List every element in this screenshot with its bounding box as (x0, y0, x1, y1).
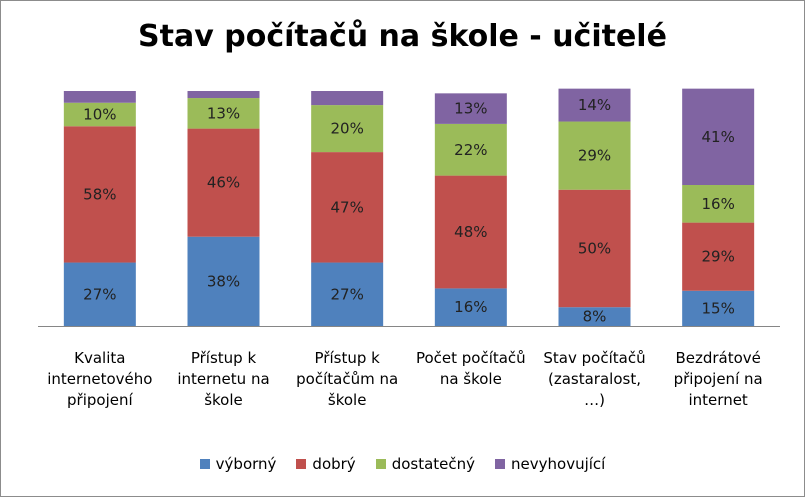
category-label-2: Přístup k internetu na škole (177, 349, 269, 409)
category-label-3: Přístup k počítačům na škole (296, 349, 398, 409)
legend-item-dostatečný: dostatečný (375, 455, 476, 473)
category-label-6: Bezdrátové připojení na internet (674, 349, 763, 409)
legend-swatch (199, 459, 210, 469)
bar-segment-dostatečný-5 (558, 121, 631, 190)
bar-segment-dobrý-1 (63, 126, 136, 263)
bar-segment-dostatečný-2 (187, 98, 260, 129)
data-label-dostatečný-5: 29% (578, 147, 611, 165)
bar-segment-dobrý-5 (558, 189, 631, 308)
legend-label: výborný (215, 455, 277, 473)
legend-label: dostatečný (391, 455, 476, 473)
bar-segment-nevyhovující-2 (187, 91, 260, 99)
legend-label: nevyhovující (511, 455, 606, 473)
chart-title: Stav počítačů na škole - učitelé (138, 19, 667, 54)
bar-segment-dostatečný-1 (63, 102, 136, 127)
bar-segment-dostatečný-4 (434, 123, 507, 176)
bar-segment-výborný-2 (187, 236, 260, 326)
bar-segment-výborný-1 (63, 262, 136, 326)
data-label-výborný-2: 38% (207, 272, 240, 290)
bar-segment-dobrý-6 (682, 222, 755, 291)
data-label-dostatečný-1: 10% (83, 106, 116, 124)
data-label-dostatečný-4: 22% (454, 141, 487, 159)
data-label-dobrý-1: 58% (83, 185, 116, 203)
bar-segment-dostatečný-3 (311, 105, 384, 153)
data-label-dobrý-4: 48% (454, 223, 487, 241)
data-label-nevyhovující-5: 14% (578, 96, 611, 114)
data-label-dostatečný-3: 20% (330, 120, 363, 138)
bar-segment-nevyhovující-1 (63, 91, 136, 103)
bar-segment-dostatečný-6 (682, 185, 755, 223)
data-label-výborný-5: 8% (583, 308, 607, 326)
legend-swatch (375, 459, 386, 469)
legend-item-nevyhovující: nevyhovující (495, 455, 605, 473)
category-label-5: Stav počítačů (zastaralost,…) (543, 349, 645, 409)
bar-segment-dobrý-4 (434, 175, 507, 289)
legend-label: dobrý (312, 455, 356, 473)
data-label-výborný-1: 27% (83, 285, 116, 303)
bar-segment-výborný-5 (558, 307, 631, 326)
bar-segment-dobrý-3 (311, 152, 384, 263)
data-label-nevyhovující-4: 13% (454, 100, 487, 118)
bar-segment-nevyhovující-6 (682, 88, 755, 185)
legend-swatch (495, 459, 506, 469)
legend-swatch (296, 459, 307, 469)
data-label-dobrý-2: 46% (207, 174, 240, 192)
data-label-výborný-4: 16% (454, 298, 487, 316)
bar-segment-výborný-6 (682, 290, 755, 326)
data-label-výborný-3: 27% (330, 285, 363, 303)
data-label-dobrý-6: 29% (701, 248, 734, 266)
bar-segment-výborný-3 (311, 262, 384, 326)
bar-segment-dobrý-2 (187, 128, 260, 237)
category-label-1: Kvalita internetového připojení (47, 349, 152, 409)
legend-item-výborný: výborný (199, 455, 277, 473)
bar-segment-nevyhovující-5 (558, 88, 631, 122)
bar-segment-výborný-4 (434, 288, 507, 326)
bar-segment-nevyhovující-4 (434, 93, 507, 124)
data-label-nevyhovující-6: 41% (701, 128, 734, 146)
category-label-4: Počet počítačů na škole (416, 349, 526, 388)
legend-item-dobrý: dobrý (296, 455, 356, 473)
chart-legend: výborný dobrý dostatečný nevyhovující (1, 455, 804, 473)
data-label-výborný-6: 15% (701, 299, 734, 317)
data-label-dostatečný-6: 16% (701, 195, 734, 213)
data-label-dobrý-3: 47% (330, 198, 363, 216)
data-label-dostatečný-2: 13% (207, 104, 240, 122)
data-label-dobrý-5: 50% (578, 239, 611, 257)
bar-segment-nevyhovující-3 (311, 91, 384, 106)
